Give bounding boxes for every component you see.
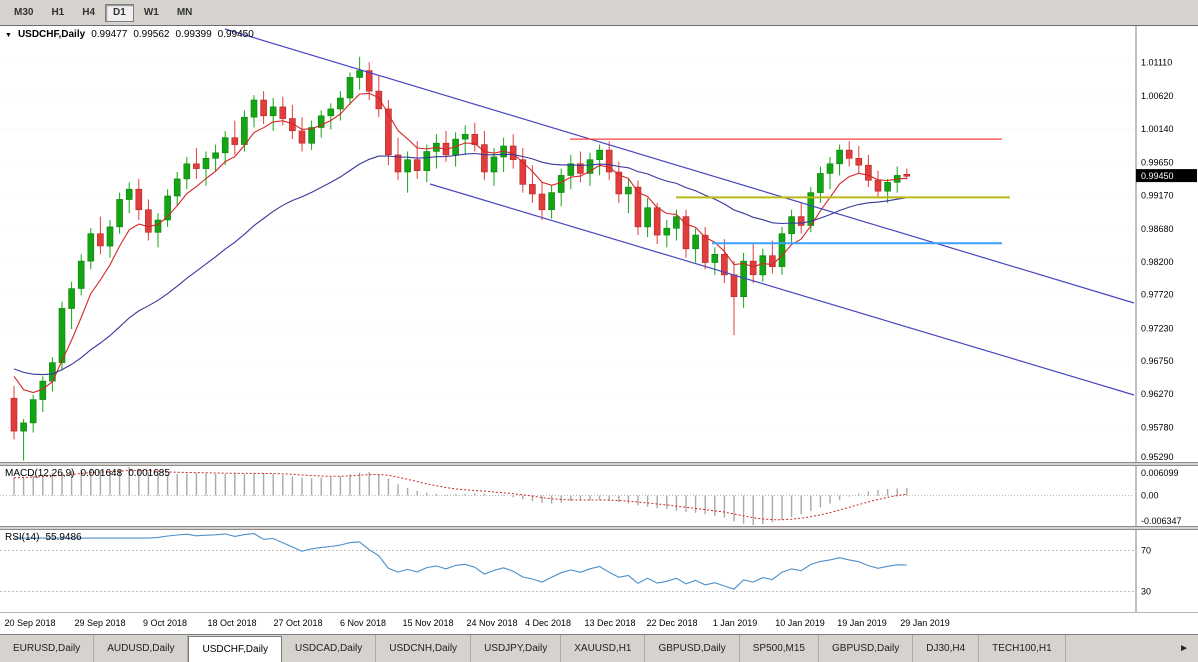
svg-text:0.96270: 0.96270: [1141, 389, 1174, 399]
svg-text:30: 30: [1141, 587, 1151, 597]
chart-tab-usdjpy-daily[interactable]: USDJPY,Daily: [471, 635, 562, 662]
chart-tab-tech100-h1[interactable]: TECH100,H1: [979, 635, 1066, 662]
date-tick: 18 Oct 2018: [207, 618, 257, 628]
date-tick: 24 Nov 2018: [466, 618, 518, 628]
chart-tab-gbpusd-daily[interactable]: GBPUSD,Daily: [645, 635, 740, 662]
panel-splitter-2[interactable]: [0, 526, 1198, 530]
date-tick: 13 Dec 2018: [584, 618, 636, 628]
rsi-value: 55.9486: [45, 532, 82, 543]
chart-tab-eurusd-daily[interactable]: EURUSD,Daily: [0, 635, 95, 662]
chart-tab-gbpusd-daily[interactable]: GBPUSD,Daily: [819, 635, 914, 662]
chart-tab-xauusd-h1[interactable]: XAUUSD,H1: [561, 635, 646, 662]
svg-text:0.99450: 0.99450: [1141, 171, 1174, 181]
date-tick: 19 Jan 2019: [837, 618, 887, 628]
ohlc-close: 0.99450: [217, 29, 254, 40]
date-tick: 4 Dec 2018: [524, 618, 572, 628]
ma-slow-line[interactable]: [13, 152, 907, 376]
chart-tab-bar: EURUSD,Daily AUDUSD,Daily USDCHF,Daily USDC…: [0, 634, 1198, 662]
timeframe-button-w1[interactable]: W1: [143, 6, 159, 18]
timeframe-button-mn[interactable]: MN: [176, 6, 193, 18]
current-price-badge: 0.99450: [1136, 169, 1197, 183]
svg-text:0.99650: 0.99650: [1141, 157, 1174, 167]
macd-signal-line: [13, 469, 907, 521]
svg-text:0.98200: 0.98200: [1141, 257, 1174, 267]
trend-channel-line-1[interactable]: [224, 28, 1135, 304]
svg-text:0.98680: 0.98680: [1141, 224, 1174, 234]
trend-channel-line-2[interactable]: [429, 183, 1135, 396]
ohlc-low: 0.99399: [175, 29, 212, 40]
svg-text:0.99170: 0.99170: [1141, 190, 1174, 200]
macd-value-main: 0.001648: [80, 468, 123, 479]
chart-tab-sp500-m15[interactable]: SP500,M15: [740, 635, 819, 662]
tab-scroll-right-icon[interactable]: ►: [1179, 643, 1189, 654]
time-axis[interactable]: 20 Sep 2018 29 Sep 2018 9 Oct 2018 18 Oct 2…: [0, 612, 1198, 634]
date-tick: 15 Nov 2018: [402, 618, 454, 628]
svg-text:1.00140: 1.00140: [1141, 124, 1174, 134]
date-tick: 22 Dec 2018: [646, 618, 698, 628]
rsi-title: RSI(14) 55.9486: [5, 532, 82, 543]
ohlc-high: 0.99562: [133, 29, 170, 40]
rsi-axis: 70 30: [1135, 530, 1151, 612]
chart-tabs: EURUSD,Daily AUDUSD,Daily USDCHF,Daily USDC…: [0, 635, 1198, 662]
svg-text:70: 70: [1141, 546, 1151, 556]
chart-tab-usdchf-daily[interactable]: USDCHF,Daily: [188, 636, 283, 662]
timeframe-toolbar: M30 H1 H4 D1 W1 MN: [0, 0, 1198, 26]
rsi-indicator-panel[interactable]: 70 30 RSI(14) 55.9486: [0, 530, 1198, 612]
date-tick: 10 Jan 2019: [775, 618, 825, 628]
date-tick: 6 Nov 2018: [339, 618, 387, 628]
main-chart-panel[interactable]: 1.01110 1.00620 1.00140 0.99650 0.99170 0.986…: [0, 26, 1198, 462]
svg-text:0.006099: 0.006099: [1141, 468, 1179, 478]
svg-text:-0.006347: -0.006347: [1141, 516, 1182, 526]
timeframe-button-h4[interactable]: H4: [82, 6, 96, 18]
price-axis[interactable]: 1.01110 1.00620 1.00140 0.99650 0.99170 0.986…: [1135, 26, 1174, 462]
macd-title: MACD(12,26,9) 0.001648 0.001685: [5, 468, 170, 479]
macd-label: MACD(12,26,9): [5, 468, 75, 479]
macd-indicator-panel[interactable]: 0.006099 0.00 -0.006347 MACD(12,26,9) 0.00…: [0, 466, 1198, 526]
price-gridlines: [0, 61, 1134, 462]
rsi-label: RSI(14): [5, 532, 40, 543]
date-tick: 27 Oct 2018: [273, 618, 323, 628]
macd-canvas: 0.006099 0.00 -0.006347: [0, 466, 1182, 526]
chart-tab-audusd-daily[interactable]: AUDUSD,Daily: [94, 635, 189, 662]
timeframe-button-m30[interactable]: M30: [14, 6, 34, 18]
date-tick: 29 Jan 2019: [900, 618, 950, 628]
rsi-line: [14, 533, 907, 590]
svg-text:1.00620: 1.00620: [1141, 91, 1174, 101]
ma-fast-line[interactable]: [13, 92, 907, 394]
chart-title: ▼ USDCHF,Daily 0.99477 0.99562 0.99399 0…: [5, 29, 254, 40]
date-tick: 29 Sep 2018: [74, 618, 126, 628]
chart-symbol-label: USDCHF,Daily: [17, 29, 86, 40]
svg-text:0.95290: 0.95290: [1141, 452, 1174, 462]
chart-menu-icon[interactable]: ▼: [5, 31, 12, 39]
macd-histogram: [13, 466, 908, 526]
ohlc-open: 0.99477: [91, 29, 128, 40]
date-tick: 1 Jan 2019: [712, 618, 758, 628]
svg-text:0.97230: 0.97230: [1141, 323, 1174, 333]
svg-text:0.95780: 0.95780: [1141, 423, 1174, 433]
timeframe-button-d1[interactable]: D1: [105, 3, 134, 22]
panel-splitter-1[interactable]: [0, 462, 1198, 466]
candles-layer: [10, 56, 911, 461]
date-tick: 9 Oct 2018: [142, 618, 188, 628]
svg-text:0.96750: 0.96750: [1141, 356, 1174, 366]
main-chart-canvas: 1.01110 1.00620 1.00140 0.99650 0.99170 0.986…: [0, 26, 1197, 462]
macd-value-signal: 0.001685: [128, 468, 170, 479]
svg-text:0.97720: 0.97720: [1141, 290, 1174, 300]
chart-tab-dj30-h4[interactable]: DJ30,H4: [913, 635, 980, 662]
svg-text:0.00: 0.00: [1141, 491, 1159, 501]
chart-tab-usdcnh-daily[interactable]: USDCNH,Daily: [376, 635, 472, 662]
rsi-canvas: 70 30: [0, 530, 1151, 612]
timeframe-button-h1[interactable]: H1: [51, 6, 65, 18]
date-tick: 20 Sep 2018: [4, 618, 56, 628]
timeframe-buttons: M30 H1 H4 D1 W1 MN: [6, 3, 200, 22]
macd-axis: 0.006099 0.00 -0.006347: [1135, 466, 1182, 526]
chart-tab-usdcad-daily[interactable]: USDCAD,Daily: [282, 635, 377, 662]
svg-text:1.01110: 1.01110: [1141, 57, 1172, 67]
